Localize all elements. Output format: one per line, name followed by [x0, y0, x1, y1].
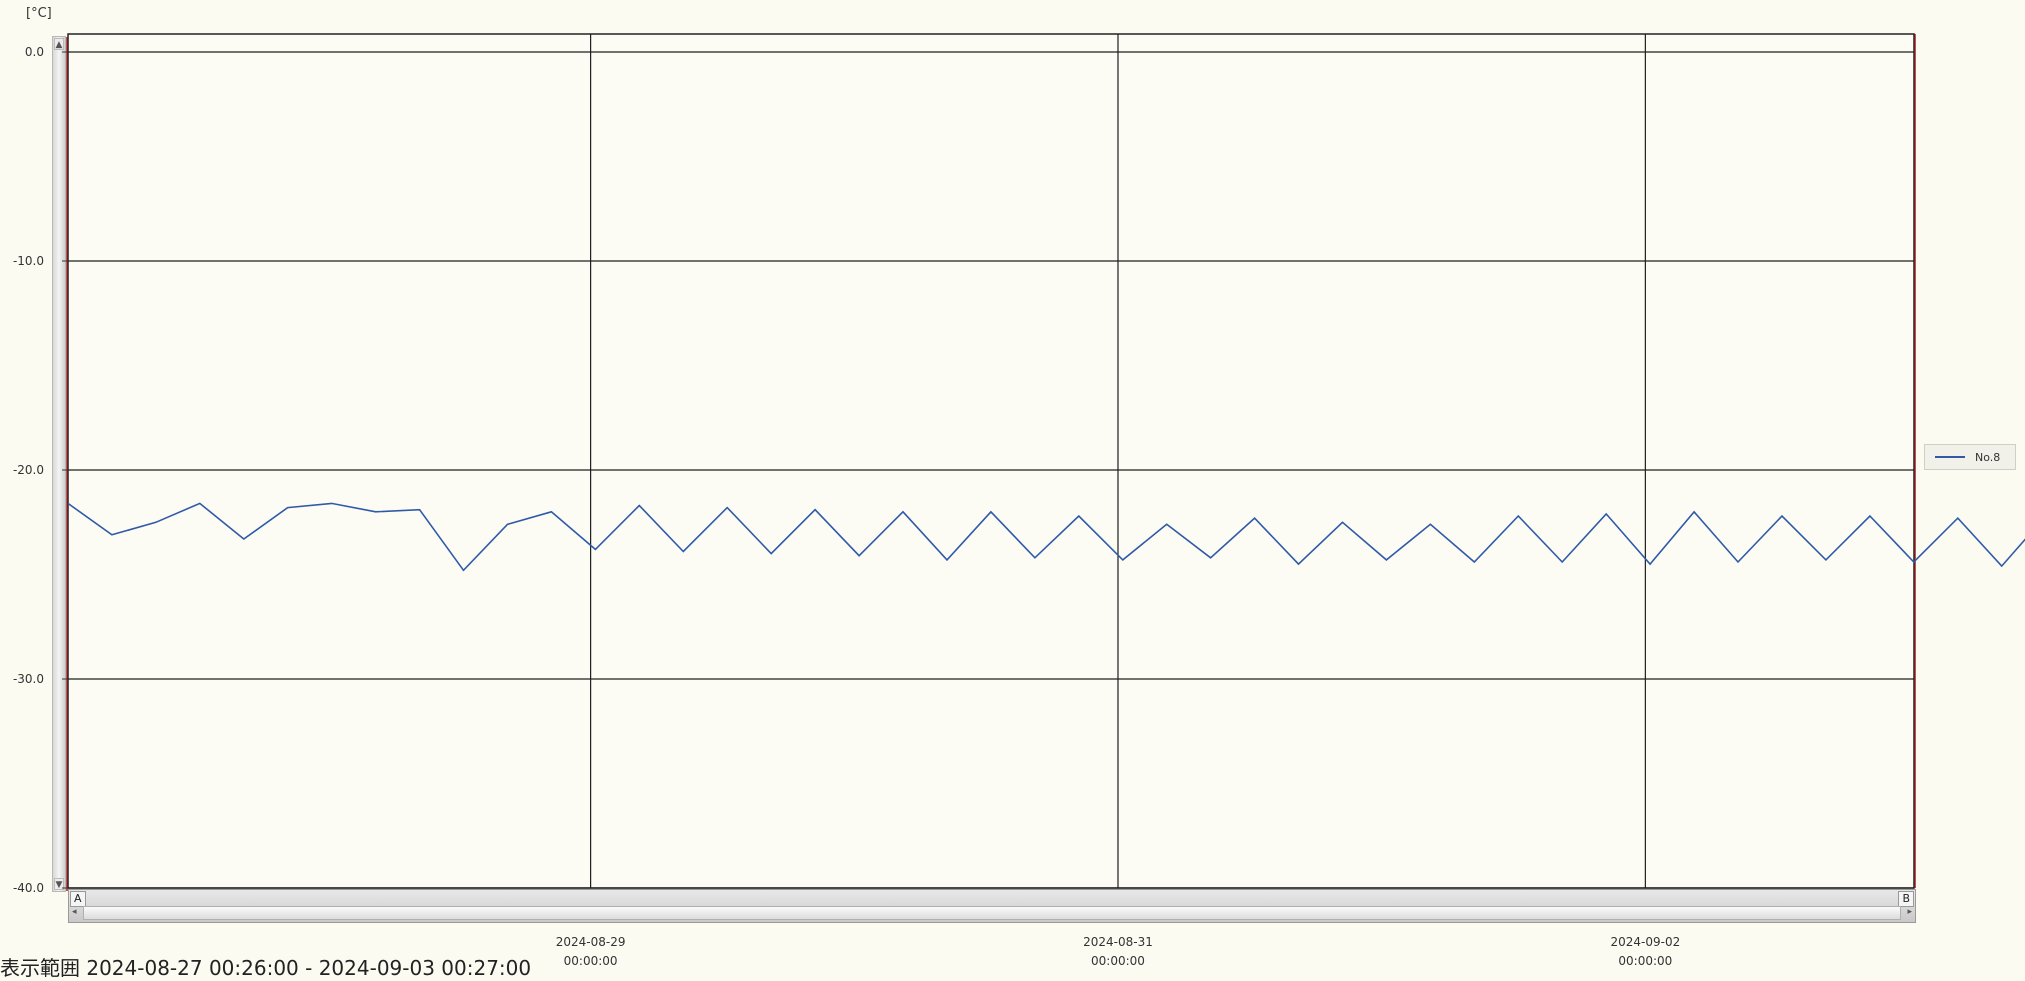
y-tick-label: -10.0 [13, 254, 44, 268]
cursor-a-marker[interactable]: A [70, 891, 86, 907]
scroll-right-arrow-icon[interactable]: ▸ [1907, 907, 1912, 917]
x-tick-label-date: 2024-09-02 [1610, 935, 1680, 949]
x-tick-label-date: 2024-08-31 [1083, 935, 1153, 949]
cursor-b-marker[interactable]: B [1898, 891, 1914, 907]
y-tick-label: 0.0 [25, 45, 44, 59]
x-tick-label-date: 2024-08-29 [556, 935, 626, 949]
display-range-text: 表示範囲 2024-08-27 00:26:00 - 2024-09-03 00… [0, 956, 532, 980]
series-line-no8 [67, 502, 2025, 572]
x-tick-label-time: 00:00:00 [1618, 954, 1672, 968]
vertical-scrollbar[interactable]: ▲ ▼ [52, 36, 68, 892]
legend-swatch [1935, 456, 1965, 458]
legend: No.8 [1924, 444, 2016, 470]
left-cursor-line [66, 37, 68, 891]
scroll-track[interactable] [83, 906, 1901, 920]
y-tick-label: -20.0 [13, 463, 44, 477]
right-cursor-line [1914, 34, 1916, 888]
x-tick-label-time: 00:00:00 [1091, 954, 1145, 968]
horizontal-scrollbar[interactable]: A B ◂ ▸ [68, 889, 1916, 923]
scroll-up-arrow-icon[interactable]: ▲ [54, 38, 64, 50]
y-tick-label: -40.0 [13, 881, 44, 895]
y-axis-unit-label: [°C] [26, 6, 52, 21]
plot-area [67, 33, 1915, 889]
x-tick-label-time: 00:00:00 [564, 954, 618, 968]
scroll-down-arrow-icon[interactable]: ▼ [54, 878, 64, 890]
y-tick-label: -30.0 [13, 672, 44, 686]
scroll-left-arrow-icon[interactable]: ◂ [72, 907, 77, 917]
legend-label: No.8 [1975, 450, 2001, 464]
